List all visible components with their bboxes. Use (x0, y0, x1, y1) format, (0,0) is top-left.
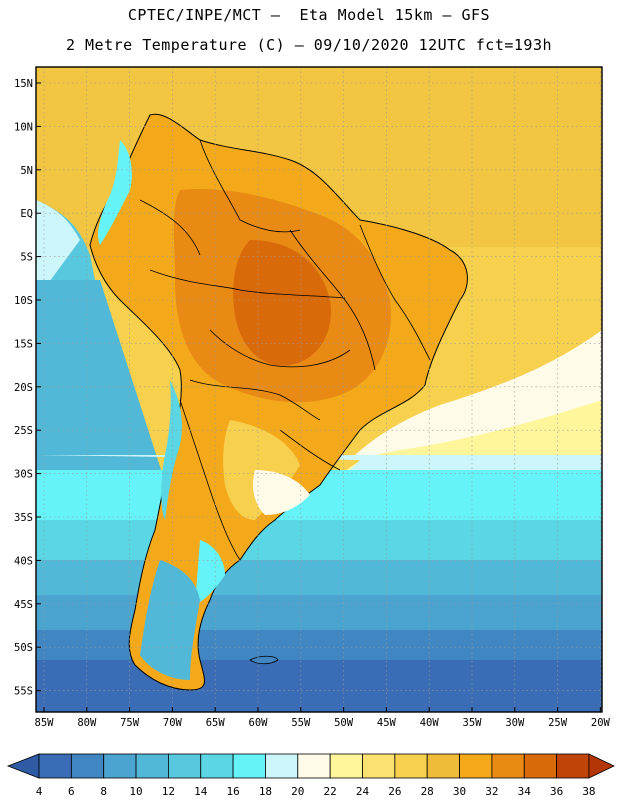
colorbar-tick-label: 6 (68, 785, 75, 798)
lat-tick-label: 30S (14, 469, 33, 481)
temperature-field (36, 67, 602, 712)
lon-tick-label: 40W (420, 717, 440, 729)
lon-tick-label: 25W (548, 717, 568, 729)
country-borders (139, 139, 431, 561)
colorbar-tick-label: 8 (100, 785, 107, 798)
lon-tick-label: 65W (206, 717, 226, 729)
border-venezuela-brazil (199, 139, 301, 233)
colorbar-tick-label: 12 (162, 785, 175, 798)
lat-tick-label: 35S (14, 512, 33, 524)
colorbar-tick-label: 32 (485, 785, 498, 798)
colorbar-tick-label: 16 (226, 785, 239, 798)
border-peru-brazil (149, 269, 346, 299)
border-chile-argentina (179, 399, 241, 561)
lat-tick-label: 50S (14, 642, 33, 654)
colorbar-tick-label: 22 (324, 785, 337, 798)
lon-tick-label: 45W (377, 717, 397, 729)
lat-tick-label: 10S (14, 295, 33, 307)
border-paraguay (189, 379, 321, 421)
pacific-mild-band (36, 200, 80, 300)
colorbar-tick-label: 20 (291, 785, 304, 798)
colorbar-swatch (329, 753, 363, 779)
lat-tick-label: 5N (20, 165, 33, 177)
map-frame (35, 66, 603, 713)
colorbar-tick-label: 18 (259, 785, 272, 798)
colorbar-swatch (459, 753, 493, 779)
colorbar-tick-label: 36 (550, 785, 563, 798)
colorbar-swatch (556, 753, 590, 779)
lat-tick-label: 15S (14, 338, 33, 350)
colorbar-swatch (167, 753, 202, 779)
border-brazil-states-3 (394, 299, 431, 361)
colorbar-low-arrow (6, 753, 40, 779)
border-bolivia-brazil (209, 329, 351, 368)
colorbar-labels: 4 6 8 10 12 14 16 18 20 22 24 26 28 30 32 34 36 38 (36, 785, 596, 798)
lat-tick-label: 10N (14, 121, 33, 133)
latitude-axis: 15N 10N 5N EQ 5S 10S 15S 20S 25S 30S 35S 40S 45S 50S 5… (14, 78, 33, 698)
colorbar-tick-label: 14 (194, 785, 208, 798)
lon-tick-label: 30W (505, 717, 525, 729)
lon-tick-label: 80W (77, 717, 97, 729)
south-ocean-band-5 (36, 660, 602, 712)
colorbar-tick-label: 10 (129, 785, 142, 798)
colorbar-tick-label: 30 (453, 785, 466, 798)
chart-subtitle: 2 Metre Temperature (C) — 09/10/2020 12U… (65, 36, 553, 54)
colorbar-swatch (426, 753, 460, 779)
colorbar-swatch (38, 753, 72, 779)
lat-tick-label: 5S (20, 252, 33, 264)
lat-tick-label: 55S (14, 686, 33, 698)
colorbar-swatch (103, 753, 137, 779)
border-argentina-brazil (279, 429, 341, 471)
colorbar-tick-label: 26 (388, 785, 401, 798)
colorbar-tick-label: 34 (518, 785, 532, 798)
andes-north-cool (98, 140, 132, 245)
lat-tick-label: 45S (14, 599, 33, 611)
lat-tick-label: 25S (14, 425, 33, 437)
colorbar-tick-label: 28 (421, 785, 434, 798)
colorbar-swatch (297, 753, 331, 779)
colorbar-tick-label: 24 (356, 785, 370, 798)
lon-tick-label: 35W (463, 717, 483, 729)
chart-title: CPTEC/INPE/MCT — Eta Model 15km — GFS (127, 6, 491, 24)
colorbar-swatch (362, 753, 396, 779)
longitude-axis: 85W 80W 75W 70W 65W 60W 55W 50W 45W 40W 35W 30W 25W 2… (35, 717, 611, 729)
border-brazil-states-1 (289, 229, 376, 371)
hottest-core (233, 240, 331, 366)
lon-tick-label: 55W (291, 717, 311, 729)
patagonia-cool (195, 540, 225, 605)
colorbar-swatch (232, 753, 266, 779)
colorbar-swatch (491, 753, 525, 779)
lon-tick-label: 70W (163, 717, 183, 729)
colorbar-high-arrow (588, 753, 615, 779)
andes-south-cool (161, 380, 182, 520)
colorbar-swatch (135, 753, 169, 779)
lat-tick-label: 15N (14, 78, 33, 90)
patagonia-cold (140, 560, 200, 680)
lat-tick-label: 40S (14, 555, 33, 567)
lon-tick-label: 20W (591, 717, 611, 729)
uruguay-mild (253, 470, 310, 515)
colorbar-swatch (265, 753, 299, 779)
southern-cone-warm (223, 420, 300, 520)
colorbar-tick-label: 38 (582, 785, 595, 798)
border-brazil-states-2 (359, 224, 396, 301)
lon-tick-label: 75W (120, 717, 140, 729)
lon-tick-label: 85W (35, 717, 55, 729)
colorbar-swatch (200, 753, 234, 779)
lat-tick-label: 20S (14, 382, 33, 394)
lat-tick-label: EQ (20, 208, 33, 220)
falkland-islands (249, 655, 279, 665)
colorbar (6, 753, 615, 779)
lon-tick-label: 60W (249, 717, 269, 729)
graticule (36, 67, 602, 712)
colorbar-swatch (70, 753, 105, 779)
lon-tick-label: 50W (334, 717, 354, 729)
colorbar-swatch (523, 753, 557, 779)
colorbar-tick-label: 4 (36, 785, 43, 798)
colorbar-swatch (394, 753, 428, 779)
border-colombia-peru (139, 199, 201, 256)
